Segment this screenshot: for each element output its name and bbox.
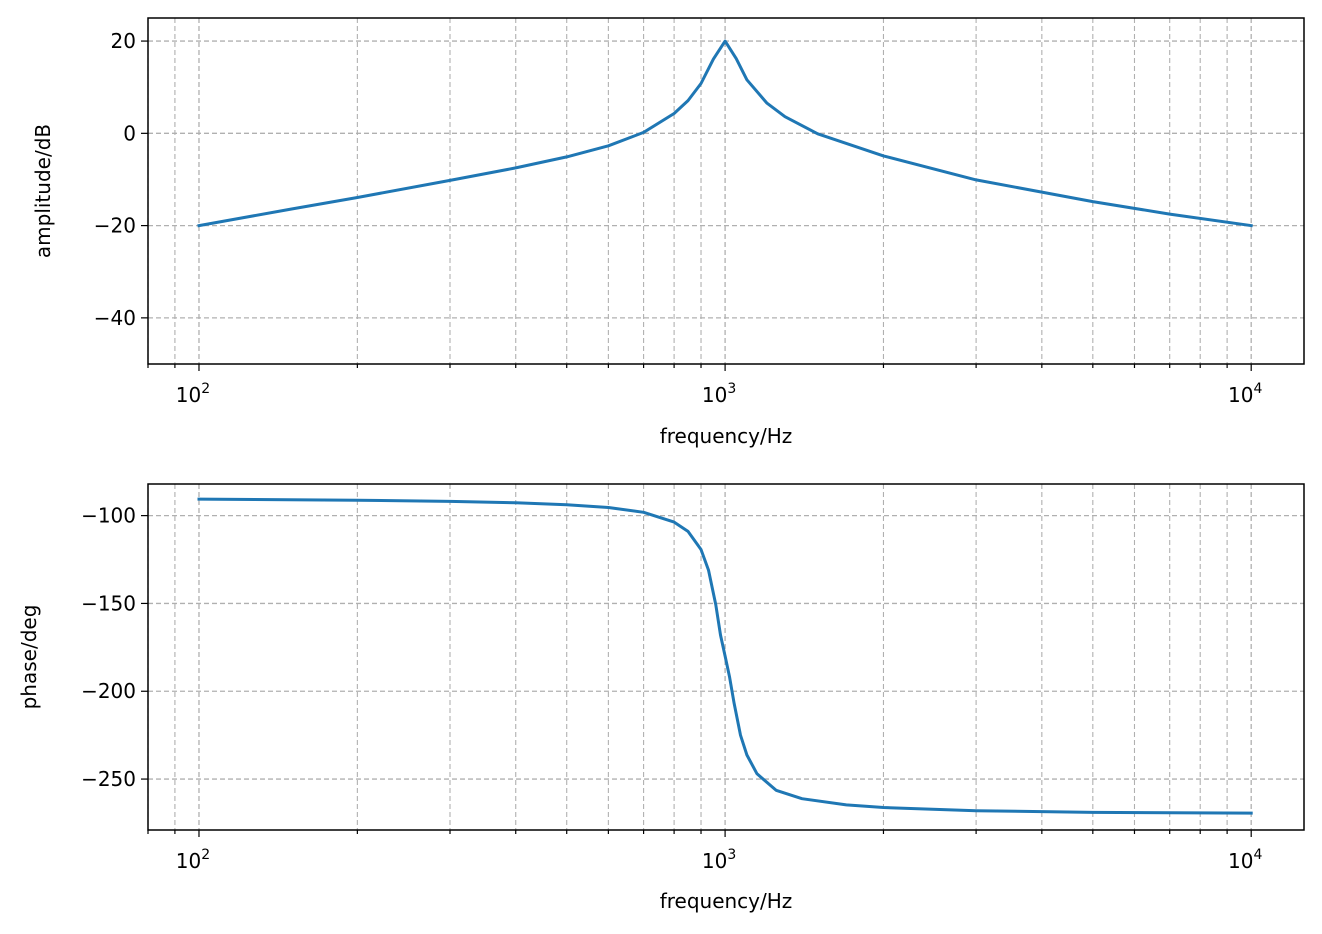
y-tick-label: 20 [111, 29, 136, 53]
x-tick-label: 104 [1228, 381, 1262, 407]
series-line [197, 497, 1253, 815]
y-tick-label: 0 [123, 121, 136, 145]
subplot-2: −100 −150 −200 −250 102 103 104 frequency/Hz pha… [17, 483, 1305, 913]
x-tick-label: 102 [176, 847, 210, 873]
y-tick-label: −100 [81, 504, 136, 528]
y-tick-label: −150 [81, 591, 136, 615]
x-tick-label: 103 [702, 847, 736, 873]
grid [147, 484, 1304, 830]
y-tick-label: −20 [94, 214, 136, 238]
y-tick-label: −250 [81, 767, 136, 791]
series-line [197, 39, 1253, 228]
y-tick-label: −40 [94, 306, 136, 330]
subplot-1: 20 0 −20 −40 102 103 104 frequency/Hz amplitude/… [31, 17, 1305, 448]
y-axis-label: phase/deg [17, 605, 41, 710]
plot-frame [147, 17, 1305, 365]
grid [147, 18, 1304, 364]
plot-frame [147, 483, 1305, 831]
y-tick-label: −200 [81, 679, 136, 703]
x-axis-label: frequency/Hz [660, 424, 793, 448]
x-tick-label: 102 [176, 381, 210, 407]
x-tick-label: 103 [702, 381, 736, 407]
x-axis-label: frequency/Hz [660, 889, 793, 913]
y-axis-label: amplitude/dB [31, 124, 55, 258]
x-tick-label: 104 [1228, 847, 1262, 873]
